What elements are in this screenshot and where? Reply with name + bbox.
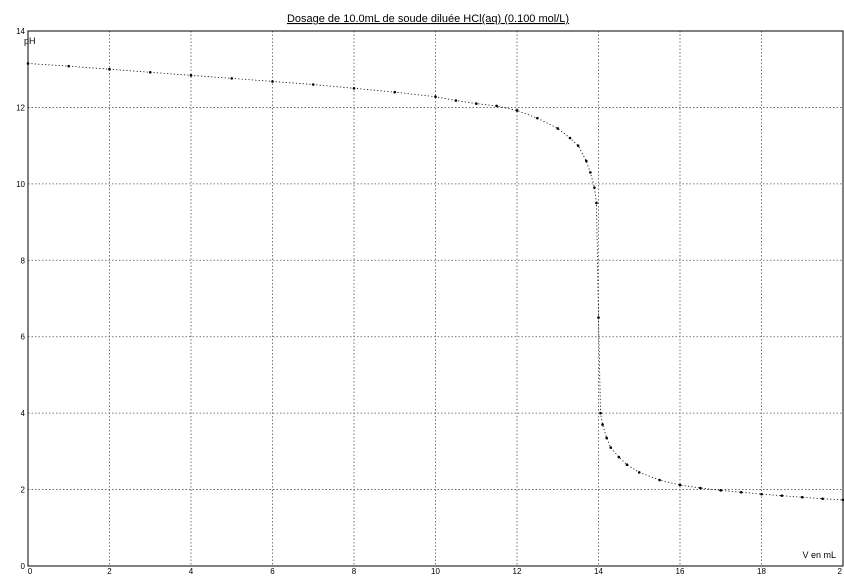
x-tick-label: 16: [676, 567, 685, 576]
data-point: [800, 495, 804, 499]
data-point: [576, 144, 580, 147]
x-tick-label: 12: [513, 567, 522, 576]
x-tick-label: 10: [431, 567, 440, 576]
y-tick-labels: 0 2 4 6 8 10 12 14: [16, 27, 25, 571]
data-point: [556, 127, 560, 130]
data-point: [495, 104, 498, 108]
y-tick-label: 14: [16, 27, 25, 36]
data-point: [597, 316, 600, 319]
data-point: [699, 486, 702, 490]
x-tick-label: 2: [838, 567, 843, 576]
y-tick-label: 6: [21, 333, 26, 342]
data-point: [67, 64, 71, 68]
data-point: [584, 159, 588, 163]
data-point: [719, 489, 723, 492]
plot-frame: [27, 30, 844, 567]
y-tick-label: 4: [21, 409, 26, 418]
x-axis-label: V en mL: [802, 550, 836, 560]
data-point: [605, 436, 608, 440]
data-point: [393, 90, 397, 94]
data-point: [609, 446, 613, 449]
x-tick-label: 2: [107, 567, 112, 576]
data-point: [589, 171, 592, 174]
data-point: [536, 116, 539, 120]
data-point: [599, 411, 602, 415]
data-point: [108, 67, 111, 71]
data-point: [311, 83, 315, 86]
y-axis-label: pH: [24, 36, 36, 46]
data-point: [637, 471, 641, 474]
data-point: [841, 498, 844, 502]
data-point: [189, 74, 193, 77]
x-tick-labels: 0 2 4 6 8 10 12 14 16 18 2: [28, 567, 843, 576]
data-point: [595, 201, 598, 205]
data-point: [568, 136, 572, 140]
data-point: [678, 483, 682, 487]
x-tick-label: 8: [352, 567, 357, 576]
data-point: [658, 478, 661, 482]
y-tick-label: 0: [21, 562, 26, 571]
data-point: [230, 77, 234, 80]
data-points: [26, 62, 844, 502]
x-tick-label: 18: [757, 567, 766, 576]
data-point: [434, 95, 437, 99]
y-tick-label: 12: [16, 103, 25, 112]
data-point: [617, 455, 621, 459]
data-point: [454, 99, 458, 102]
data-point: [26, 62, 30, 65]
data-point: [474, 102, 478, 105]
y-tick-label: 10: [16, 180, 25, 189]
data-point: [352, 87, 356, 90]
data-point: [780, 494, 784, 497]
data-point: [593, 186, 596, 189]
y-tick-label: 8: [21, 256, 26, 265]
data-point: [739, 490, 743, 494]
chart-title: Dosage de 10.0mL de soude diluée HCl(aq)…: [287, 13, 569, 25]
data-point: [760, 492, 763, 496]
x-tick-label: 0: [28, 567, 33, 576]
x-tick-label: 4: [189, 567, 194, 576]
data-point: [601, 423, 604, 426]
data-point: [515, 109, 519, 112]
data-point: [148, 70, 152, 74]
y-tick-label: 2: [21, 486, 26, 495]
x-tick-label: 14: [594, 567, 603, 576]
x-tick-label: 6: [270, 567, 275, 576]
grid-lines: [28, 31, 843, 566]
data-point: [821, 497, 824, 501]
data-point: [271, 80, 274, 83]
data-point: [625, 463, 629, 467]
